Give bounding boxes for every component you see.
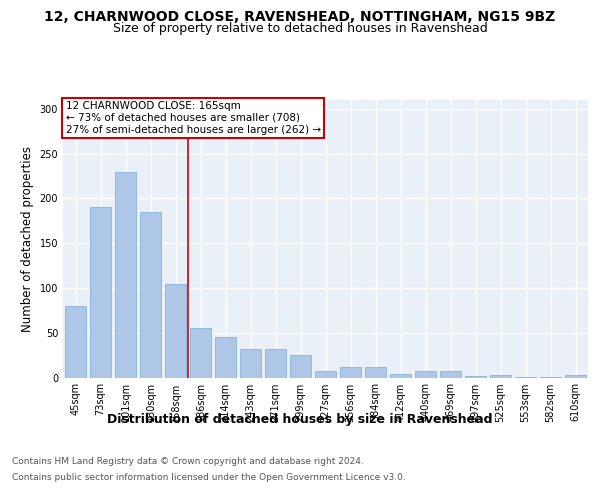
Bar bbox=[440, 371, 461, 378]
Bar bbox=[365, 367, 386, 378]
Bar bbox=[415, 371, 436, 378]
Bar bbox=[240, 349, 261, 378]
Y-axis label: Number of detached properties: Number of detached properties bbox=[21, 146, 34, 332]
Text: 12 CHARNWOOD CLOSE: 165sqm
← 73% of detached houses are smaller (708)
27% of sem: 12 CHARNWOOD CLOSE: 165sqm ← 73% of deta… bbox=[65, 102, 321, 134]
Bar bbox=[515, 376, 536, 378]
Bar bbox=[340, 367, 361, 378]
Bar bbox=[390, 374, 411, 378]
Bar bbox=[140, 212, 161, 378]
Text: 12, CHARNWOOD CLOSE, RAVENSHEAD, NOTTINGHAM, NG15 9BZ: 12, CHARNWOOD CLOSE, RAVENSHEAD, NOTTING… bbox=[44, 10, 556, 24]
Bar bbox=[265, 349, 286, 378]
Bar bbox=[90, 208, 111, 378]
Text: Contains HM Land Registry data © Crown copyright and database right 2024.: Contains HM Land Registry data © Crown c… bbox=[12, 458, 364, 466]
Bar bbox=[315, 371, 336, 378]
Text: Size of property relative to detached houses in Ravenshead: Size of property relative to detached ho… bbox=[113, 22, 487, 35]
Bar bbox=[115, 172, 136, 378]
Bar bbox=[565, 375, 586, 378]
Bar bbox=[290, 355, 311, 378]
Bar bbox=[490, 375, 511, 378]
Bar bbox=[465, 376, 486, 378]
Bar bbox=[215, 337, 236, 378]
Bar bbox=[190, 328, 211, 378]
Bar bbox=[540, 376, 561, 378]
Text: Contains public sector information licensed under the Open Government Licence v3: Contains public sector information licen… bbox=[12, 472, 406, 482]
Bar bbox=[65, 306, 86, 378]
Text: Distribution of detached houses by size in Ravenshead: Distribution of detached houses by size … bbox=[107, 412, 493, 426]
Bar bbox=[165, 284, 186, 378]
